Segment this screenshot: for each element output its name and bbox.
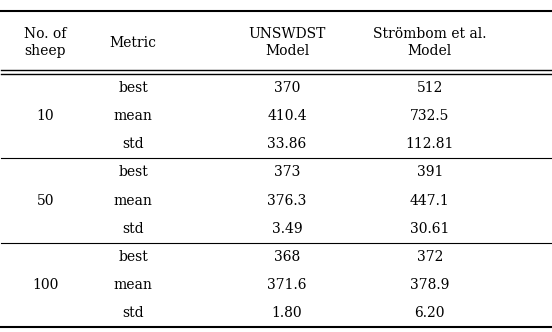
Text: 410.4: 410.4: [267, 109, 307, 123]
Text: 112.81: 112.81: [406, 137, 454, 151]
Text: 372: 372: [417, 250, 443, 264]
Text: 10: 10: [36, 109, 54, 123]
Text: 370: 370: [274, 81, 300, 95]
Text: UNSWDST
Model: UNSWDST Model: [248, 28, 326, 58]
Text: best: best: [118, 250, 148, 264]
Text: 373: 373: [274, 165, 300, 179]
Text: Metric: Metric: [110, 36, 157, 49]
Text: mean: mean: [114, 109, 153, 123]
Text: 391: 391: [417, 165, 443, 179]
Text: 378.9: 378.9: [410, 278, 449, 292]
Text: best: best: [118, 81, 148, 95]
Text: 50: 50: [36, 194, 54, 208]
Text: 100: 100: [32, 278, 59, 292]
Text: 371.6: 371.6: [267, 278, 307, 292]
Text: 376.3: 376.3: [267, 194, 307, 208]
Text: Strömbom et al.
Model: Strömbom et al. Model: [373, 28, 486, 58]
Text: best: best: [118, 165, 148, 179]
Text: mean: mean: [114, 278, 153, 292]
Text: 447.1: 447.1: [410, 194, 450, 208]
Text: No. of
sheep: No. of sheep: [24, 28, 66, 58]
Text: 732.5: 732.5: [410, 109, 449, 123]
Text: mean: mean: [114, 194, 153, 208]
Text: 33.86: 33.86: [267, 137, 306, 151]
Text: 368: 368: [274, 250, 300, 264]
Text: 1.80: 1.80: [272, 306, 302, 320]
Text: 3.49: 3.49: [272, 222, 302, 236]
Text: 512: 512: [417, 81, 443, 95]
Text: 6.20: 6.20: [415, 306, 445, 320]
Text: std: std: [123, 306, 144, 320]
Text: 30.61: 30.61: [410, 222, 449, 236]
Text: std: std: [123, 137, 144, 151]
Text: std: std: [123, 222, 144, 236]
